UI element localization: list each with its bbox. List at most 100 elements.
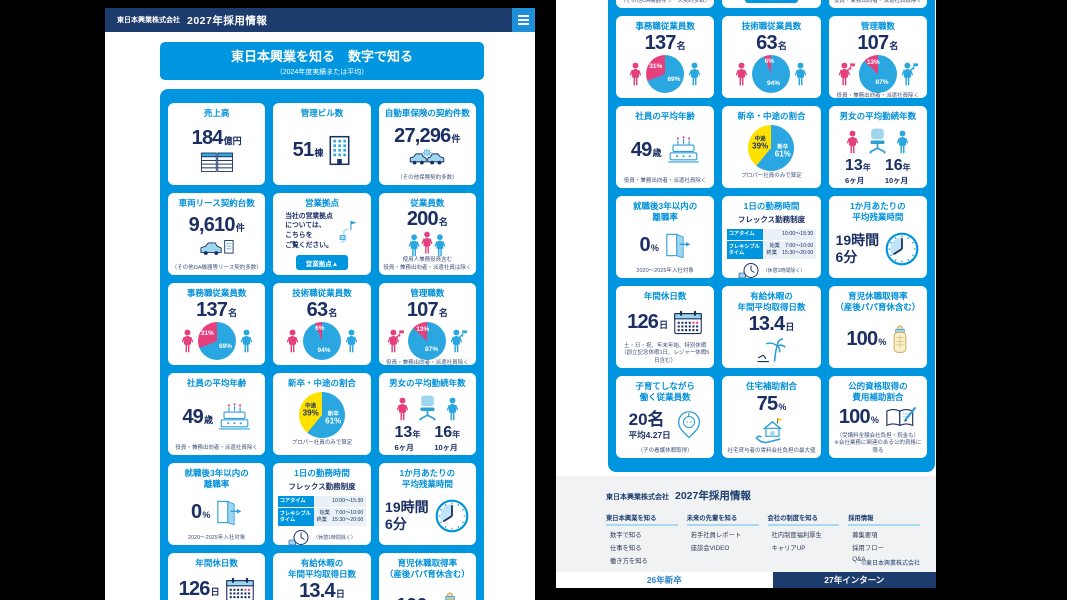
footer-link[interactable]: 働き方を知る bbox=[610, 558, 648, 565]
footer-link[interactable]: 若手社員レポート bbox=[690, 532, 742, 539]
clock-icon bbox=[884, 231, 920, 267]
card-note: プロパー社員のみで算定 bbox=[741, 172, 802, 179]
person-male-icon bbox=[446, 397, 459, 421]
footer-link[interactable]: 募集要項 bbox=[852, 532, 878, 539]
person-male-flag-icon bbox=[450, 329, 468, 353]
card-title: 管理ビル数 bbox=[300, 108, 344, 118]
site-footer: 東日本興業株式会社 2027年採用情報 東日本興業を知る 数字で知る 仕事を知る 働き… bbox=[556, 476, 936, 572]
office-link-button[interactable]: 営業拠点▲ bbox=[295, 255, 349, 270]
gender-ratio-pie: 6% 94% bbox=[752, 54, 791, 93]
hamburger-menu-button[interactable] bbox=[512, 8, 535, 32]
card-title: 従業員数 bbox=[410, 198, 445, 208]
card-title: 就職後3年以内の 離職率 bbox=[184, 468, 249, 489]
value-unit: 歳 bbox=[652, 147, 662, 158]
card-note: （受講料全額会社負担・祝金も） ※会社業務に関連のある公的資格に限る bbox=[834, 432, 922, 454]
card-main: 126 日 bbox=[619, 302, 711, 343]
male-tenure: 16 年 10ヶ月 bbox=[884, 156, 911, 186]
card-note: 使用人兼務役員含む 役員・兼務出向者・派遣社員は除く bbox=[383, 257, 472, 271]
card-title: 1か月あたりの 平均残業時間 bbox=[849, 201, 906, 222]
calendar-icon bbox=[673, 310, 703, 335]
card-paid-leave: 有給休暇の 年間平均取得日数 13.4 日 bbox=[722, 286, 821, 368]
value-unit: 件 bbox=[235, 223, 245, 234]
footer-column-heading: 東日本興業を知る bbox=[606, 513, 678, 526]
card-main: 0% bbox=[619, 222, 711, 267]
house-hand-icon bbox=[755, 416, 787, 445]
tenure-months: 10ヶ月 bbox=[884, 175, 909, 185]
value-line-2: 平均4.27日 bbox=[628, 429, 671, 440]
value-number: 63 bbox=[306, 298, 328, 321]
segment-name: 新卒 bbox=[777, 144, 789, 151]
footer-column-heading: 採用情報 bbox=[848, 513, 920, 526]
value-number: 9,610 bbox=[188, 214, 236, 237]
value-unit: 日 bbox=[659, 320, 669, 331]
card-value: 0% bbox=[639, 235, 658, 255]
bottom-nav: 26年新卒 27年インターン bbox=[556, 572, 936, 588]
card-note: 役員・兼務出向者・派遣社員除く bbox=[175, 444, 258, 451]
person-male-icon bbox=[688, 62, 701, 86]
card-license: 公的資格取得の 費用補助割合 100% （受講料全額会社負担・祝金も） ※会社業務に… bbox=[828, 376, 927, 458]
pie-percent-label: 31% bbox=[200, 329, 214, 337]
value-number: 63 bbox=[756, 31, 777, 54]
flex-table-row: フレキシブル タイム 始業 7:00～10:00 終業 15:30～20:00 bbox=[726, 240, 817, 260]
value-unit: 年 bbox=[902, 162, 911, 172]
card-car-insurance: 自動車保険の契約件数 27,296 件 （その他保険契約多数） bbox=[378, 103, 476, 185]
footer-column: 採用情報募集要項採用フロー Q&A bbox=[848, 513, 920, 565]
footer-link[interactable]: 仕事を知る bbox=[610, 545, 642, 552]
footer-link[interactable]: キャリアUP bbox=[771, 545, 806, 552]
female-tenure: 13 年 6ヶ月 bbox=[395, 424, 421, 453]
pie-segment-label: 中途 39% bbox=[303, 403, 319, 418]
card-technical: 技術職従業員数 63 名 6% 94% bbox=[273, 283, 371, 365]
card-title: 有給休暇の 年間平均取得日数 bbox=[737, 291, 806, 312]
copyright: ©東日本興業株式会社 bbox=[861, 561, 920, 567]
pie-segment-label: 中途 39% bbox=[752, 136, 768, 151]
flex-schedule-table: コアタイム 10:00～15:30 フレキシブル タイム 始業 7:00～10:00 … bbox=[277, 495, 367, 527]
card-note: （その他OA機器等リース契約多数） bbox=[171, 264, 262, 271]
gender-ratio-pie: 31% 69% bbox=[197, 321, 236, 360]
value-unit: 名 bbox=[328, 307, 338, 318]
money-stack-icon bbox=[200, 150, 234, 173]
card-main: 184 億円 bbox=[171, 119, 262, 182]
card-value: 0% bbox=[191, 502, 210, 522]
tenure-months: 10ヶ月 bbox=[434, 442, 458, 452]
hamburger-icon bbox=[518, 15, 529, 25]
footer-link[interactable]: 座談会VIDEO bbox=[690, 545, 730, 552]
card-note: （その他OA機器等リース契約多数） bbox=[620, 0, 711, 4]
value-unit: 名 bbox=[438, 307, 448, 318]
pie-percent-label: 13% bbox=[866, 58, 880, 66]
card-main: 100% bbox=[832, 402, 924, 432]
value-number: 13.4 bbox=[299, 580, 336, 600]
card-tenure: 男女の平均勤続年数 13 年 6ヶ月 16 年 10ヶ月 bbox=[378, 373, 476, 455]
card-value: 49 歳 bbox=[182, 407, 213, 427]
segment-name: 新卒 bbox=[327, 411, 339, 418]
nav-27-intern-button[interactable]: 27年インターン bbox=[772, 572, 936, 588]
person-female-icon bbox=[735, 62, 748, 86]
card-flex: 1日の勤務時間 フレックス勤務制度 コアタイム 10:00～15:30 フレキシブル タ… bbox=[273, 463, 371, 545]
card-title: 男女の平均勤続年数 bbox=[389, 378, 466, 388]
person-male-icon bbox=[794, 62, 807, 86]
office-link-button[interactable]: 営業拠点▲ bbox=[745, 0, 798, 3]
pie-percent-label: 31% bbox=[649, 62, 663, 70]
card-main: 19時間 6分 bbox=[382, 489, 473, 542]
cake-icon bbox=[667, 135, 700, 164]
card-buildings: 管理ビル数 51 棟 bbox=[273, 103, 371, 185]
tenure-months: 6ヶ月 bbox=[845, 175, 865, 185]
person-female-flag-icon bbox=[838, 62, 855, 86]
footer-link[interactable]: 採用フロー bbox=[852, 545, 884, 552]
card-main: 126 日 bbox=[171, 569, 262, 600]
office-body: 当社の営業拠点 については、 こちらを ご覧ください。 bbox=[285, 212, 359, 251]
door-icon bbox=[664, 232, 691, 258]
footer-column: 会社の制度を知る 社内制度福利厚生 キャリアUP bbox=[767, 513, 840, 565]
footer-link[interactable]: 社内制度福利厚生 bbox=[771, 532, 822, 539]
card-note: 役員・兼務出向者・派遣社員除く bbox=[623, 177, 707, 184]
footer-link[interactable]: Q&A bbox=[852, 556, 866, 563]
card-title: 1か月あたりの 平均残業時間 bbox=[399, 468, 456, 489]
footer-link[interactable]: 数字で知る bbox=[610, 532, 642, 539]
nav-26-shinsotsu-button[interactable]: 26年新卒 bbox=[556, 572, 773, 588]
value-number: 16 bbox=[884, 156, 903, 174]
card-main: 75% bbox=[725, 392, 817, 448]
card-managers: 管理職数 107 名 13% 87% 役員・兼務出向者・派遣社員除く bbox=[828, 16, 927, 98]
pie-segment-label: 新卒 61% bbox=[325, 411, 341, 426]
car-doc-icon bbox=[199, 237, 235, 258]
